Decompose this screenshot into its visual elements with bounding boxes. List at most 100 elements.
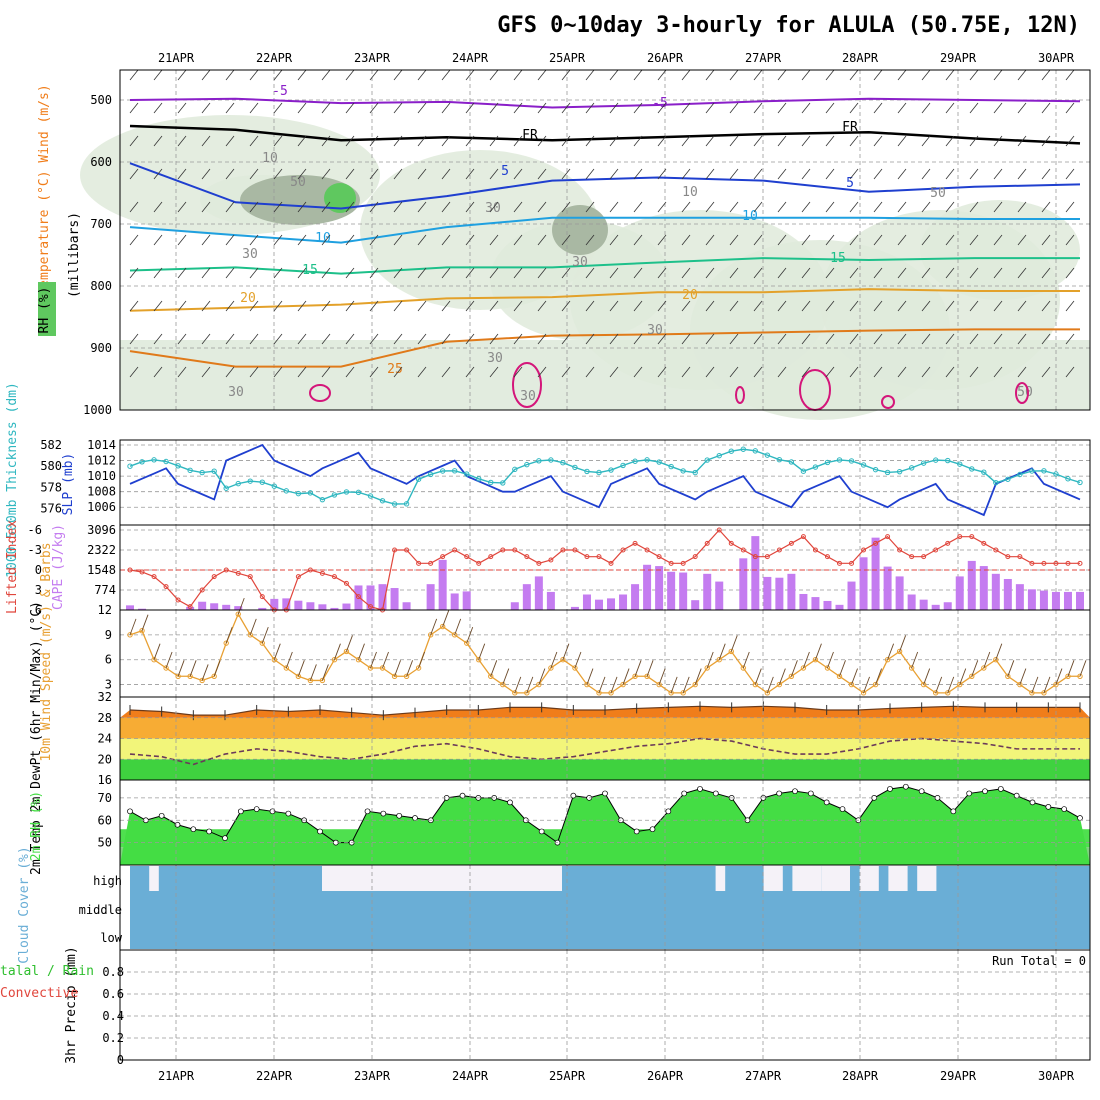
wind-barb bbox=[753, 69, 763, 81]
wind-barb bbox=[681, 201, 691, 213]
wind-barb bbox=[369, 201, 379, 213]
wind-barb bbox=[273, 267, 283, 279]
wind-barb bbox=[609, 333, 619, 345]
wind-speed-point bbox=[920, 681, 927, 688]
wind-barb bbox=[753, 102, 763, 114]
lifted-index-point bbox=[812, 547, 818, 553]
wind-barb bbox=[537, 201, 547, 213]
wind-barb bbox=[393, 201, 403, 213]
wind-barb bbox=[489, 267, 499, 279]
wind-speed-point bbox=[512, 690, 518, 696]
rh-contour-label: 30 bbox=[572, 255, 588, 270]
wind-barb bbox=[249, 300, 259, 312]
wind-barb bbox=[153, 168, 163, 180]
wind-barb bbox=[633, 366, 643, 378]
rh-point bbox=[776, 790, 783, 797]
wind-barb-10m bbox=[382, 651, 389, 669]
lifted-index-point bbox=[957, 534, 963, 540]
thickness-point bbox=[776, 456, 783, 463]
wind-barb bbox=[465, 300, 475, 312]
lifted-index-point bbox=[572, 547, 578, 553]
wind-barb bbox=[633, 267, 643, 279]
wind-barb bbox=[777, 300, 787, 312]
wind-barb bbox=[921, 69, 931, 81]
y-axis-label-wind: 10m Wind Speed (m/s) & Barbs bbox=[39, 542, 54, 761]
thickness-point bbox=[259, 479, 265, 485]
cape-bar bbox=[462, 591, 471, 610]
run-total-label: Run Total = 0 bbox=[992, 954, 1086, 968]
rh-point bbox=[364, 808, 371, 815]
wind-barb bbox=[777, 135, 787, 147]
rh-legend-swatch bbox=[38, 282, 56, 336]
wind-speed-point bbox=[788, 673, 795, 679]
wind-barb bbox=[585, 234, 595, 246]
wind-barb bbox=[537, 168, 547, 180]
y-tick-label: 0 bbox=[117, 1053, 124, 1067]
wind-barb bbox=[345, 366, 355, 378]
isotherm-line bbox=[129, 97, 1081, 109]
wind-barb bbox=[225, 102, 235, 114]
wind-barb bbox=[225, 69, 235, 81]
wind-barb bbox=[369, 267, 379, 279]
lifted-index-point bbox=[969, 534, 975, 540]
wind-barb bbox=[129, 366, 139, 378]
bottom-date-label: 29APR bbox=[940, 1069, 977, 1083]
thickness-point bbox=[524, 461, 530, 468]
y-tick-label: 32 bbox=[98, 690, 112, 704]
wind-barb bbox=[657, 300, 667, 312]
lifted-index-point bbox=[440, 554, 446, 560]
thickness-point bbox=[211, 468, 217, 474]
wind-barb bbox=[177, 102, 187, 114]
temp-band bbox=[120, 759, 1090, 780]
wind-barb bbox=[297, 234, 307, 246]
wind-barb bbox=[153, 300, 163, 312]
wind-barb bbox=[465, 234, 475, 246]
wind-barb-10m bbox=[754, 668, 762, 685]
wind-speed-point bbox=[247, 632, 253, 638]
rh-point bbox=[807, 790, 814, 797]
wind-barb bbox=[993, 234, 1003, 246]
wind-speed-point bbox=[908, 665, 915, 671]
y-axis-label-temp: 2m Temp 2m DewPt (6hr Min/Max) (°C) bbox=[29, 601, 44, 875]
wind-barb-10m bbox=[550, 651, 558, 669]
wind-barb bbox=[897, 267, 907, 279]
cape-bar bbox=[522, 584, 531, 610]
y-tick-label: 28 bbox=[98, 711, 112, 725]
wind-barb bbox=[753, 201, 763, 213]
wind-barb bbox=[225, 333, 235, 345]
y-axis-label-rh2m: 2m RH (%) bbox=[29, 791, 44, 861]
lifted-index-point bbox=[151, 574, 157, 580]
wind-barb-10m bbox=[394, 660, 401, 677]
wind-barb bbox=[465, 168, 475, 180]
wind-barb bbox=[945, 300, 955, 312]
wind-speed-point bbox=[403, 673, 410, 679]
lifted-index-point bbox=[764, 554, 770, 560]
thickness-point bbox=[728, 448, 734, 454]
wind-barb bbox=[729, 300, 739, 312]
wind-barb bbox=[705, 234, 715, 246]
wind-speed-point bbox=[704, 665, 710, 671]
wind-barb-10m bbox=[189, 660, 197, 677]
wind-barb bbox=[633, 102, 643, 114]
cape-bar bbox=[787, 573, 796, 610]
lifted-index-point bbox=[476, 560, 482, 566]
wind-barb bbox=[321, 201, 331, 213]
rh-point bbox=[459, 792, 466, 799]
isotherm-label: 10 bbox=[315, 231, 331, 246]
wind-barb bbox=[417, 234, 427, 246]
wind-10m-panel: 3 6 9 12 10m Wind Speed (m/s) & Barbs bbox=[39, 542, 1091, 762]
wind-barb bbox=[729, 267, 739, 279]
thickness-point bbox=[596, 469, 602, 476]
wind-barb-10m bbox=[454, 618, 462, 636]
wind-barb bbox=[705, 267, 715, 279]
wind-barb-10m bbox=[911, 651, 919, 669]
wind-barb bbox=[1017, 333, 1027, 345]
wind-barb bbox=[129, 168, 139, 180]
wind-speed-point bbox=[295, 673, 302, 679]
wind-barb bbox=[513, 333, 523, 345]
wind-barb bbox=[273, 300, 283, 312]
wind-barb bbox=[825, 267, 835, 279]
wind-barb bbox=[393, 300, 403, 312]
wind-barb-10m bbox=[406, 660, 414, 677]
y-axis-label-precip: 3hr Precip (mm) bbox=[64, 946, 79, 1063]
